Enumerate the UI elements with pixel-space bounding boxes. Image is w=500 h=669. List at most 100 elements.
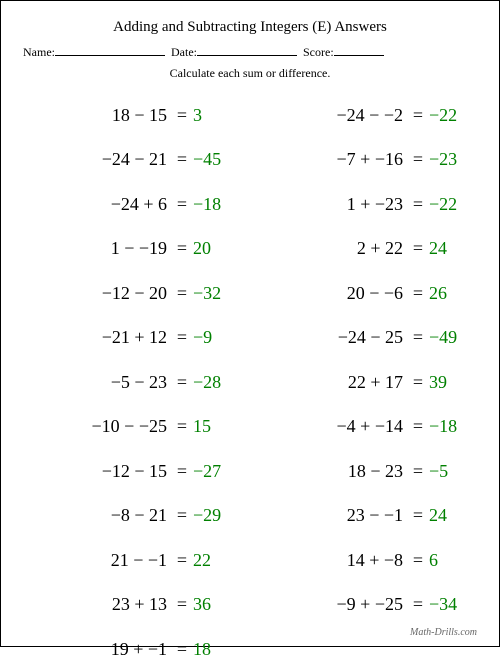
problem-answer: −18 (193, 194, 241, 215)
problem-answer: −27 (193, 461, 241, 482)
problem-expression: −12 − 15 (23, 461, 171, 482)
problem-expression: −8 − 21 (23, 505, 171, 526)
equals-sign: = (407, 194, 429, 215)
equals-sign: = (171, 550, 193, 571)
problem-row: −10 − −25=15 (23, 407, 241, 447)
equals-sign: = (171, 416, 193, 437)
score-field: Score: (303, 44, 384, 60)
name-field: Name: (23, 44, 165, 60)
problem-answer: −23 (429, 149, 477, 170)
equals-sign: = (407, 594, 429, 615)
problem-expression: −10 − −25 (23, 416, 171, 437)
problem-expression: 1 + −23 (259, 194, 407, 215)
problem-expression: 22 + 17 (259, 372, 407, 393)
problem-expression: −7 + −16 (259, 149, 407, 170)
date-label: Date: (171, 45, 197, 60)
equals-sign: = (407, 149, 429, 170)
right-column: −24 − −2=−22−7 + −16=−231 + −23=−222 + 2… (259, 95, 477, 669)
problem-expression: 20 − −6 (259, 283, 407, 304)
problem-row: 20 − −6=26 (259, 273, 477, 313)
equals-sign: = (171, 283, 193, 304)
problem-expression: −4 + −14 (259, 416, 407, 437)
problem-expression: 23 − −1 (259, 505, 407, 526)
footer-credit: Math-Drills.com (410, 627, 477, 638)
equals-sign: = (407, 372, 429, 393)
left-column: 18 − 15=3−24 − 21=−45−24 + 6=−181 − −19=… (23, 95, 241, 669)
problem-expression: 18 − 15 (23, 105, 171, 126)
header-row: Name: Date: Score: (23, 44, 477, 60)
problem-expression: −24 − 21 (23, 149, 171, 170)
problem-row: 21 − −1=22 (23, 540, 241, 580)
equals-sign: = (171, 594, 193, 615)
equals-sign: = (171, 372, 193, 393)
problem-answer: 6 (429, 550, 477, 571)
problem-row: 23 + 13=36 (23, 585, 241, 625)
problem-expression: 21 − −1 (23, 550, 171, 571)
equals-sign: = (407, 461, 429, 482)
problem-expression: 2 + 22 (259, 238, 407, 259)
problem-answer: 20 (193, 238, 241, 259)
problem-answer: 3 (193, 105, 241, 126)
problem-answer: −9 (193, 327, 241, 348)
problem-expression: 23 + 13 (23, 594, 171, 615)
problem-expression: −9 + −25 (259, 594, 407, 615)
problem-answer: −18 (429, 416, 477, 437)
problem-expression: 1 − −19 (23, 238, 171, 259)
problem-answer: −29 (193, 505, 241, 526)
problem-expression: 18 − 23 (259, 461, 407, 482)
equals-sign: = (407, 550, 429, 571)
problem-answer: −22 (429, 105, 477, 126)
problem-answer: 24 (429, 505, 477, 526)
problem-answer: −32 (193, 283, 241, 304)
score-blank (334, 44, 384, 56)
problem-expression: −5 − 23 (23, 372, 171, 393)
problem-row: −24 − 21=−45 (23, 140, 241, 180)
problem-answer: −45 (193, 149, 241, 170)
equals-sign: = (171, 639, 193, 660)
problem-answer: −5 (429, 461, 477, 482)
problem-answer: −34 (429, 594, 477, 615)
problem-answer: 24 (429, 238, 477, 259)
problem-row: 1 + −23=−22 (259, 184, 477, 224)
problem-answer: 18 (193, 639, 241, 660)
problem-columns: 18 − 15=3−24 − 21=−45−24 + 6=−181 − −19=… (23, 95, 477, 669)
problem-row: 2 + 22=24 (259, 229, 477, 269)
equals-sign: = (171, 149, 193, 170)
equals-sign: = (407, 416, 429, 437)
problem-expression: −24 + 6 (23, 194, 171, 215)
problem-expression: 14 + −8 (259, 550, 407, 571)
problem-row: 18 − 23=−5 (259, 451, 477, 491)
equals-sign: = (171, 505, 193, 526)
problem-answer: 26 (429, 283, 477, 304)
problem-expression: −21 + 12 (23, 327, 171, 348)
problem-row: −7 + −16=−23 (259, 140, 477, 180)
problem-answer: −28 (193, 372, 241, 393)
problem-expression: 19 + −1 (23, 639, 171, 660)
problem-answer: 36 (193, 594, 241, 615)
problem-row: −24 + 6=−18 (23, 184, 241, 224)
problem-row: −21 + 12=−9 (23, 318, 241, 358)
equals-sign: = (407, 283, 429, 304)
equals-sign: = (407, 105, 429, 126)
equals-sign: = (407, 505, 429, 526)
problem-answer: 22 (193, 550, 241, 571)
date-field: Date: (171, 44, 297, 60)
problem-answer: 15 (193, 416, 241, 437)
equals-sign: = (407, 327, 429, 348)
problem-row: −12 − 15=−27 (23, 451, 241, 491)
problem-row: 18 − 15=3 (23, 95, 241, 135)
equals-sign: = (171, 194, 193, 215)
problem-row: 22 + 17=39 (259, 362, 477, 402)
equals-sign: = (171, 238, 193, 259)
problem-row: 23 − −1=24 (259, 496, 477, 536)
equals-sign: = (407, 238, 429, 259)
date-blank (197, 44, 297, 56)
equals-sign: = (171, 105, 193, 126)
problem-answer: −49 (429, 327, 477, 348)
name-blank (55, 44, 165, 56)
problem-row: −5 − 23=−28 (23, 362, 241, 402)
page-title: Adding and Subtracting Integers (E) Answ… (23, 19, 477, 36)
score-label: Score: (303, 45, 334, 60)
problem-expression: −24 − 25 (259, 327, 407, 348)
problem-row: 1 − −19=20 (23, 229, 241, 269)
